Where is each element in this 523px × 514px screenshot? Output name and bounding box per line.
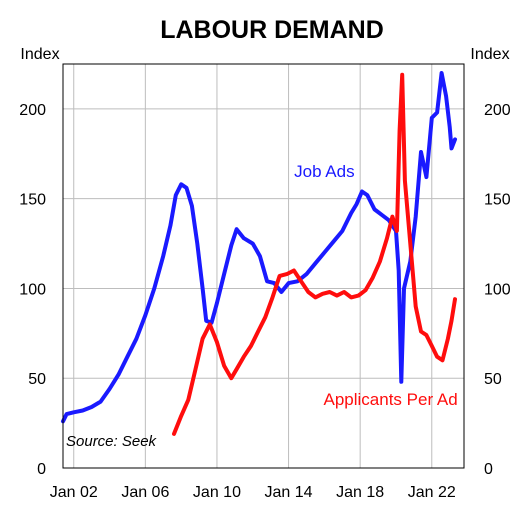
- plot-frame: [62, 63, 465, 469]
- right-tick-label-200: 200: [484, 102, 511, 119]
- left-tick-label-200: 200: [19, 102, 46, 119]
- right-tick-label-150: 150: [484, 192, 511, 209]
- series-line-job-ads: [61, 71, 457, 424]
- tick-labels: 0 0 50 50 100 100 150 150 200 200 Jan 02 Jan 06 Jan …: [19, 102, 511, 501]
- chart-title: LABOUR DEMAND: [160, 16, 384, 44]
- left-tick-label-150: 150: [19, 192, 46, 209]
- right-tick-label-100: 100: [484, 281, 511, 298]
- x-tick-label-jan-14: Jan 14: [265, 484, 313, 501]
- series-label-applicants-per-ad: Applicants Per Ad: [324, 390, 458, 409]
- source-note: Source: Seek: [66, 433, 158, 450]
- series-labels: Job Ads Applicants Per Ad: [294, 162, 458, 409]
- x-tick-label-jan-18: Jan 18: [336, 484, 384, 501]
- left-tick-label-100: 100: [19, 281, 46, 298]
- x-tick-label-jan-10: Jan 10: [193, 484, 241, 501]
- right-tick-label-0: 0: [484, 461, 493, 478]
- series-label-job-ads: Job Ads: [294, 162, 355, 181]
- gridlines: [63, 64, 464, 468]
- left-axis-label: Index: [20, 46, 59, 63]
- x-tick-label-jan-06: Jan 06: [121, 484, 169, 501]
- x-tick-label-jan-22: Jan 22: [408, 484, 456, 501]
- left-tick-label-0: 0: [37, 461, 46, 478]
- right-axis-label: Index: [470, 46, 509, 63]
- left-tick-label-50: 50: [28, 371, 46, 388]
- x-tick-label-jan-02: Jan 02: [50, 484, 98, 501]
- series-lines: [61, 71, 457, 436]
- right-tick-label-50: 50: [484, 371, 502, 388]
- series-line-applicants-per-ad: [172, 72, 457, 436]
